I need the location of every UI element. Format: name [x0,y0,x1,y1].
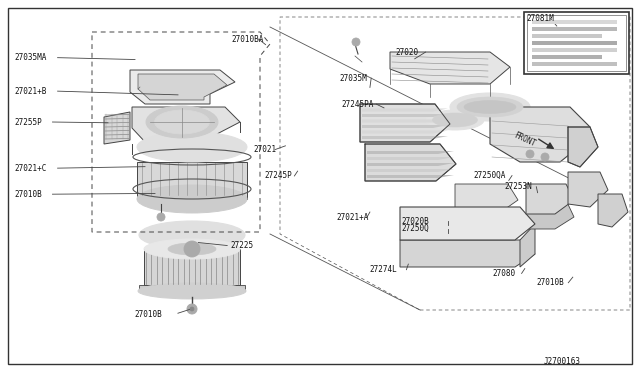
Text: 27020B: 27020B [402,217,429,226]
Text: 27021+C: 27021+C [14,164,46,173]
Polygon shape [367,169,454,172]
Polygon shape [520,224,535,267]
Ellipse shape [168,243,216,255]
Ellipse shape [450,93,530,121]
Polygon shape [532,20,617,24]
Text: FRONT: FRONT [512,131,537,148]
Polygon shape [526,200,574,229]
Polygon shape [568,127,598,167]
Ellipse shape [426,110,484,130]
Text: 27010B: 27010B [14,190,42,199]
Polygon shape [367,163,454,166]
Circle shape [541,153,549,161]
Circle shape [526,150,534,158]
Ellipse shape [154,110,209,134]
Text: 27035M: 27035M [339,74,367,83]
Polygon shape [532,48,617,52]
Text: 27020: 27020 [396,48,419,57]
Text: 27010B: 27010B [134,310,162,319]
Text: J2700163: J2700163 [544,357,581,366]
Ellipse shape [138,283,246,299]
Polygon shape [526,184,574,214]
Text: 27080: 27080 [493,269,516,278]
Polygon shape [490,107,590,162]
Polygon shape [137,162,247,199]
Polygon shape [130,70,235,104]
Ellipse shape [137,132,247,162]
Polygon shape [532,41,617,45]
Polygon shape [598,194,628,227]
Polygon shape [455,184,518,214]
Polygon shape [532,27,617,31]
Polygon shape [362,119,448,122]
Bar [524,12,629,74]
Text: 27274L: 27274L [369,265,397,274]
Text: 27250QA: 27250QA [474,171,506,180]
Polygon shape [362,131,448,134]
Polygon shape [138,74,227,100]
Text: 27010BA: 27010BA [232,35,264,44]
Circle shape [157,213,165,221]
Text: 27021+A: 27021+A [336,213,369,222]
Polygon shape [362,125,448,128]
Circle shape [187,304,197,314]
Text: 27021+B: 27021+B [14,87,46,96]
Polygon shape [362,114,448,117]
Polygon shape [532,34,602,38]
Text: 27253N: 27253N [504,182,532,191]
Ellipse shape [137,185,247,213]
Polygon shape [367,151,454,154]
Polygon shape [400,207,535,240]
Polygon shape [532,62,617,66]
Text: 27010B: 27010B [536,278,564,287]
Polygon shape [360,104,450,142]
Text: 27035MA: 27035MA [14,53,46,62]
Ellipse shape [464,100,516,113]
Text: 27250Q: 27250Q [402,224,429,233]
Polygon shape [104,112,130,144]
Ellipse shape [457,97,523,117]
Text: 27255P: 27255P [14,118,42,126]
Polygon shape [400,240,535,267]
Polygon shape [568,172,608,207]
Text: 27245P: 27245P [264,171,292,180]
Text: 27021: 27021 [253,145,276,154]
Text: 27245PA: 27245PA [341,100,374,109]
Polygon shape [362,109,448,112]
Polygon shape [532,55,602,59]
Polygon shape [367,175,454,178]
Polygon shape [365,144,456,181]
Circle shape [184,241,200,257]
Polygon shape [144,249,240,285]
Polygon shape [132,107,240,144]
Ellipse shape [139,221,245,249]
Polygon shape [390,52,510,84]
Ellipse shape [144,239,240,259]
Bar [527,15,626,71]
Circle shape [190,307,194,311]
Text: 27081M: 27081M [526,14,554,23]
Text: 27225: 27225 [230,241,253,250]
Polygon shape [139,285,245,291]
Ellipse shape [433,113,477,127]
Polygon shape [362,136,448,139]
Circle shape [352,38,360,46]
Polygon shape [367,157,454,160]
Ellipse shape [146,106,218,138]
